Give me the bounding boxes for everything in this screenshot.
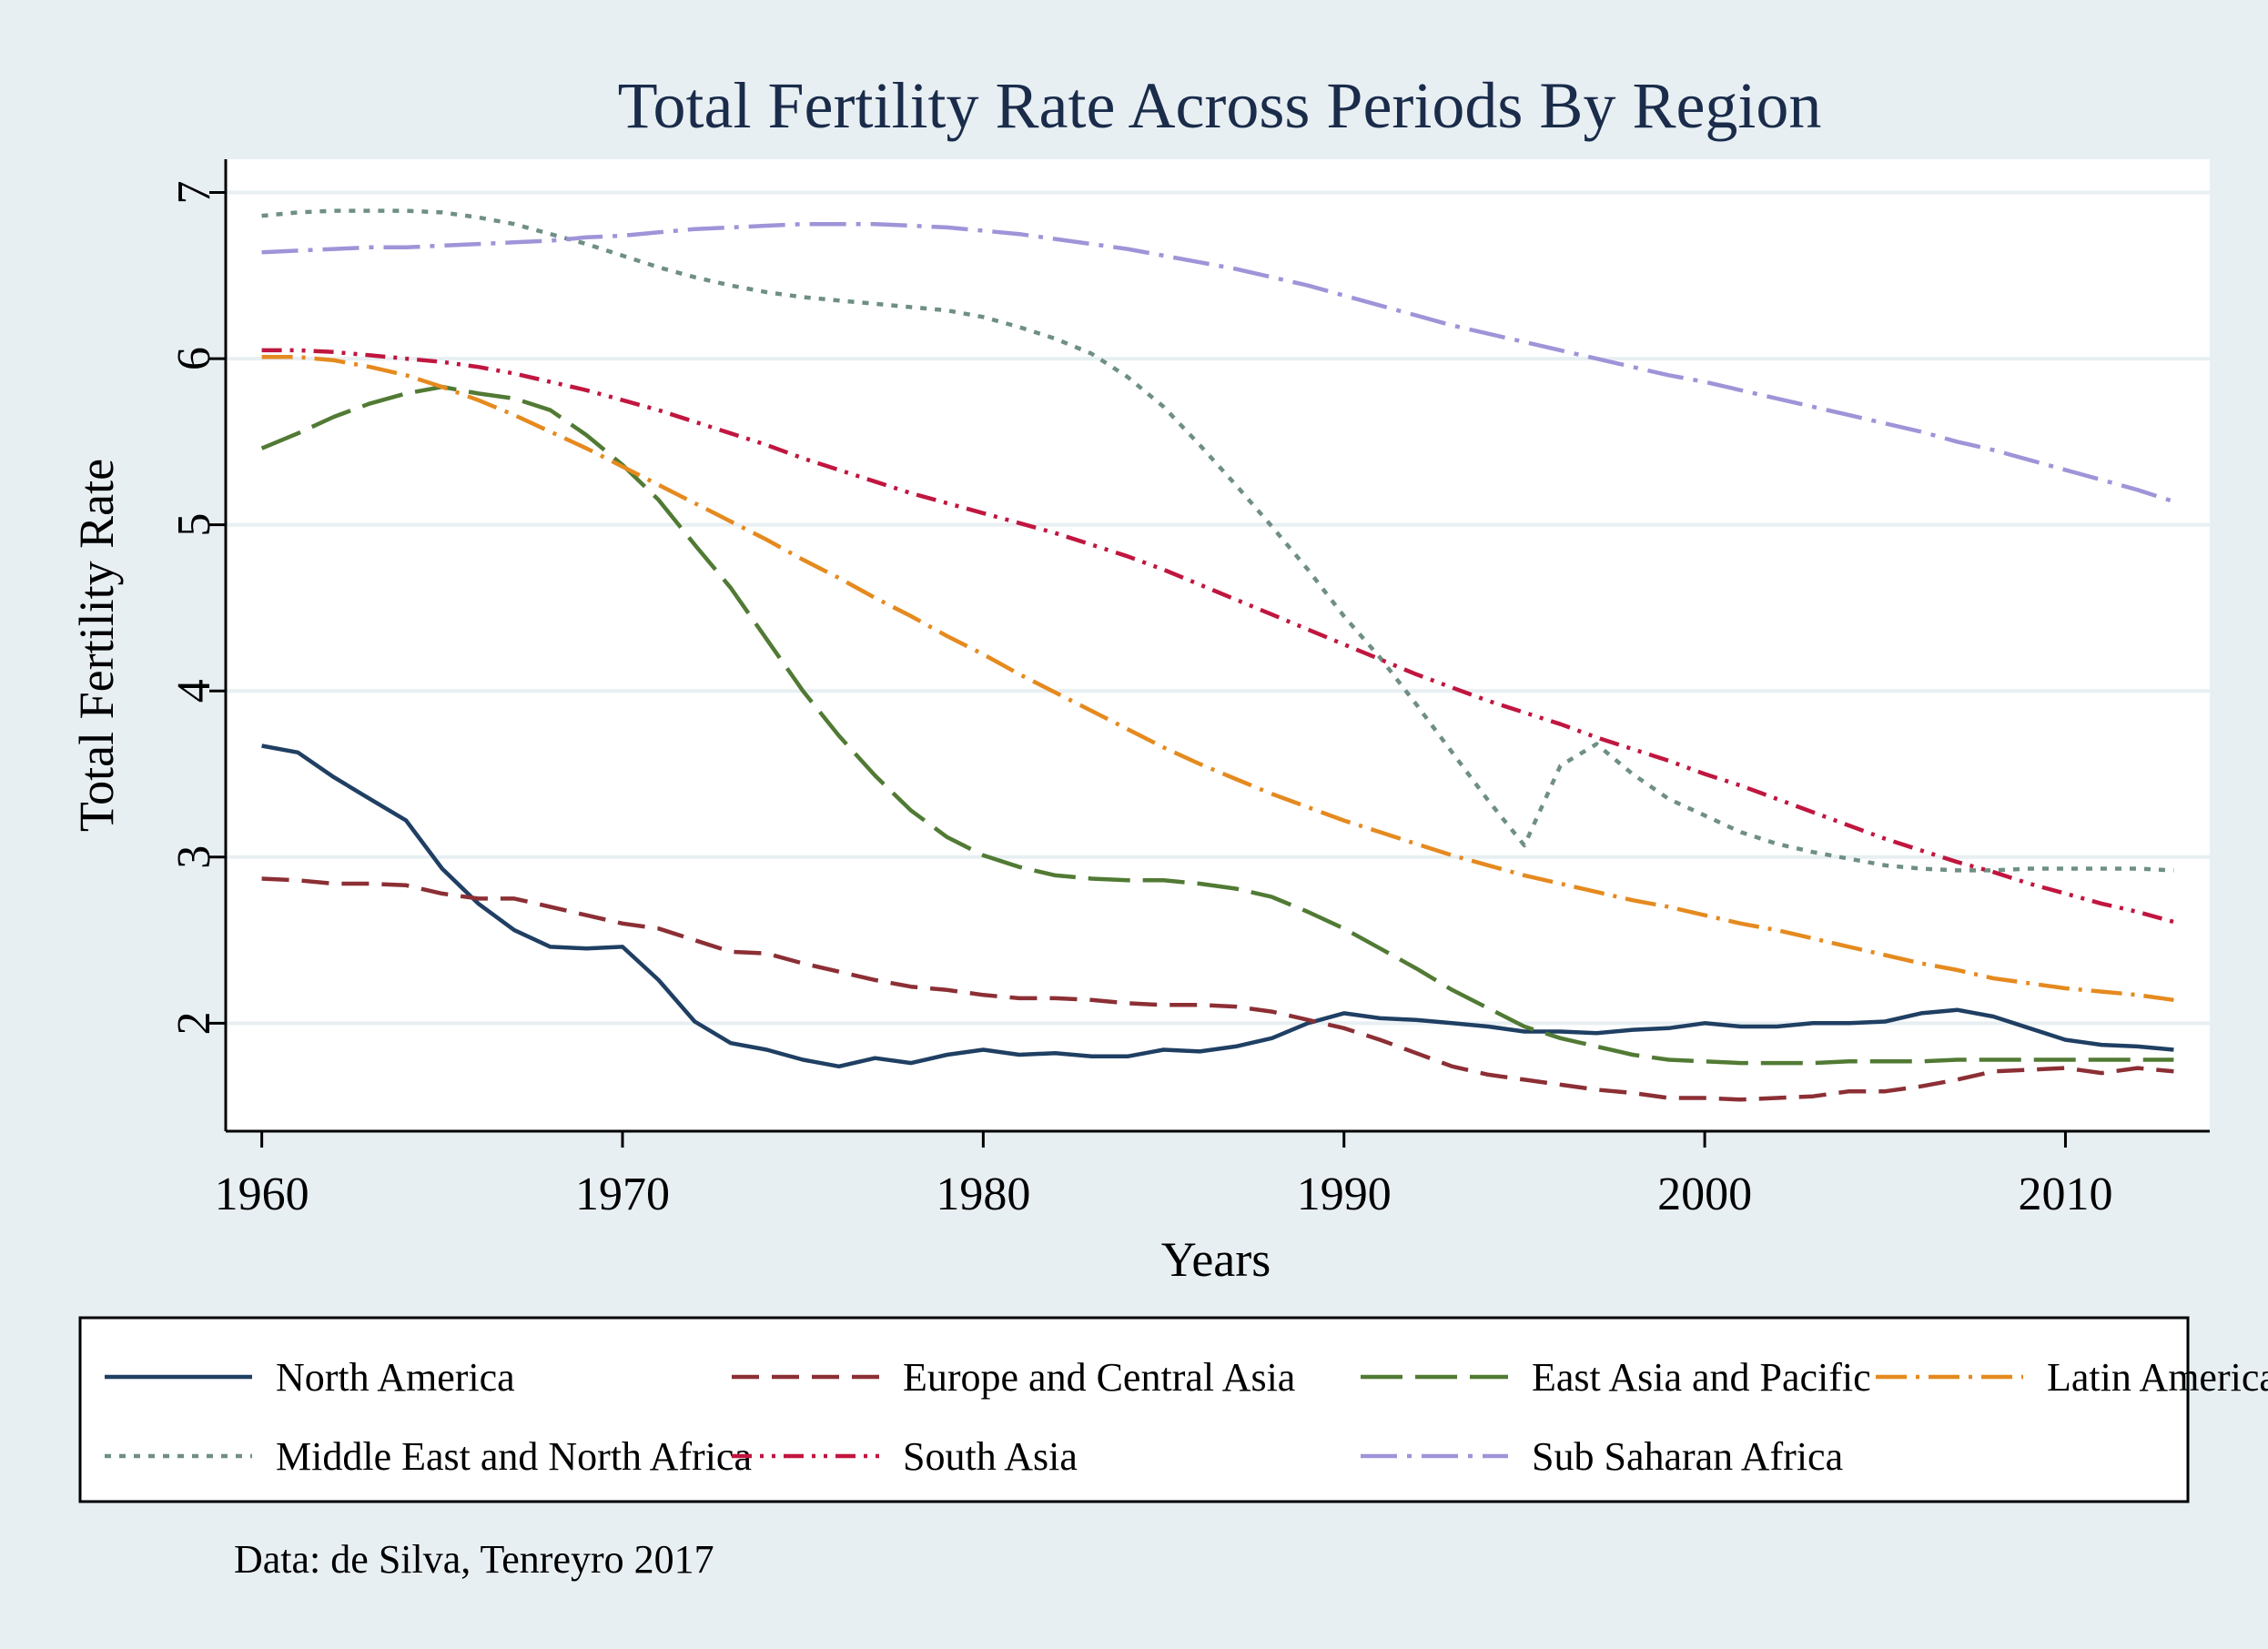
x-tick-label: 1980	[936, 1168, 1030, 1220]
legend-label-north-america: North America	[276, 1355, 515, 1400]
series-line-middle-east-and-north-africa	[261, 208, 2174, 873]
y-tick-label: 4	[168, 679, 220, 703]
series-line-east-asia-and-pacific	[260, 384, 2174, 1066]
x-axis-title: Years	[1161, 1232, 1271, 1287]
series-line-europe-and-central-asia	[261, 876, 2174, 1102]
y-tick-label: 6	[168, 347, 220, 370]
x-tick-label: 1970	[575, 1168, 670, 1220]
series-lines	[260, 208, 2175, 1102]
x-tick-label: 2010	[2018, 1168, 2112, 1220]
plot-area	[226, 159, 2210, 1131]
legend-label-sub-saharan-africa: Sub Saharan Africa	[1532, 1434, 1843, 1479]
series-line-north-america	[261, 744, 2174, 1069]
legend-box	[78, 1316, 2190, 1503]
y-tick-label: 3	[168, 845, 220, 869]
legend-label-south-asia: South Asia	[903, 1434, 1078, 1479]
legend-label-latin-america: Latin America	[2047, 1355, 2268, 1400]
x-tick-label: 1960	[215, 1168, 309, 1220]
y-tick-label: 7	[168, 181, 220, 205]
chart-title: Total Fertility Rate Across Periods By R…	[618, 69, 1822, 142]
series-line-latin-america	[261, 355, 2174, 1003]
y-tick-label: 5	[168, 513, 220, 537]
legend-label-middle-east-and-north-africa: Middle East and North Africa	[276, 1434, 752, 1479]
data-source-note: Data: de Silva, Tenreyro 2017	[234, 1537, 714, 1582]
legend-label-europe-and-central-asia: Europe and Central Asia	[903, 1355, 1295, 1400]
legend-label-east-asia-and-pacific: East Asia and Pacific	[1532, 1355, 1871, 1400]
y-axis-title: Total Fertility Rate	[69, 459, 124, 832]
legend: North America Europe and Central Asia East…	[105, 1355, 2268, 1479]
series-line-sub-saharan-africa	[261, 221, 2175, 504]
x-axis-ticks: 1960 1970 1980 1990 2000 2010	[215, 1131, 2112, 1220]
series-line-south-asia	[261, 348, 2175, 925]
x-tick-label: 1990	[1297, 1168, 1392, 1220]
x-tick-label: 2000	[1657, 1168, 1752, 1220]
y-tick-label: 2	[168, 1011, 220, 1035]
y-axis-ticks: 2 3 4 5 6 7	[168, 181, 226, 1035]
